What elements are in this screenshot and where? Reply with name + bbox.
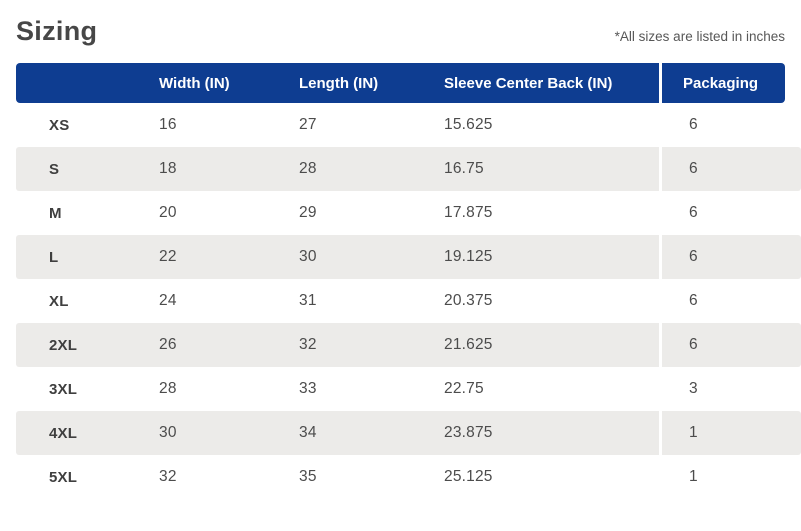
sizing-table: Width (IN) Length (IN) Sleeve Center Bac… <box>16 63 801 499</box>
header-length: Length (IN) <box>283 63 427 103</box>
packaging-cell: 6 <box>662 147 801 191</box>
table-row-l: L 22 30 19.125 6 <box>16 235 801 279</box>
column-divider <box>659 63 662 103</box>
table-row-5xl: 5XL 32 35 25.125 1 <box>16 455 801 499</box>
sleeve-cell: 21.625 <box>427 323 659 367</box>
sleeve-cell: 23.875 <box>427 411 659 455</box>
sleeve-cell: 19.125 <box>427 235 659 279</box>
header-size <box>16 63 143 103</box>
size-cell: 4XL <box>16 411 143 455</box>
column-divider <box>659 367 662 411</box>
packaging-cell: 6 <box>662 191 801 235</box>
packaging-cell: 6 <box>662 235 801 279</box>
length-cell: 34 <box>283 411 427 455</box>
table-row-s: S 18 28 16.75 6 <box>16 147 801 191</box>
size-cell: 3XL <box>16 367 143 411</box>
width-cell: 18 <box>143 147 283 191</box>
length-cell: 33 <box>283 367 427 411</box>
sleeve-cell: 15.625 <box>427 103 659 147</box>
sleeve-cell: 16.75 <box>427 147 659 191</box>
table-header-row: Width (IN) Length (IN) Sleeve Center Bac… <box>16 63 785 103</box>
column-divider <box>659 323 662 367</box>
header-packaging: Packaging <box>662 63 785 103</box>
sleeve-cell: 20.375 <box>427 279 659 323</box>
table-row-xl: XL 24 31 20.375 6 <box>16 279 801 323</box>
table-row-3xl: 3XL 28 33 22.75 3 <box>16 367 801 411</box>
width-cell: 26 <box>143 323 283 367</box>
length-cell: 29 <box>283 191 427 235</box>
sleeve-cell: 22.75 <box>427 367 659 411</box>
size-cell: 5XL <box>16 455 143 499</box>
header-width: Width (IN) <box>143 63 283 103</box>
size-cell: M <box>16 191 143 235</box>
column-divider <box>659 235 662 279</box>
packaging-cell: 3 <box>662 367 801 411</box>
column-divider <box>659 411 662 455</box>
width-cell: 24 <box>143 279 283 323</box>
size-cell: 2XL <box>16 323 143 367</box>
sleeve-cell: 25.125 <box>427 455 659 499</box>
size-cell: XL <box>16 279 143 323</box>
size-cell: L <box>16 235 143 279</box>
sleeve-cell: 17.875 <box>427 191 659 235</box>
column-divider <box>659 147 662 191</box>
page-title: Sizing <box>16 16 98 46</box>
packaging-cell: 6 <box>662 103 801 147</box>
table-row-2xl: 2XL 26 32 21.625 6 <box>16 323 801 367</box>
packaging-cell: 1 <box>662 411 801 455</box>
table-row-4xl: 4XL 30 34 23.875 1 <box>16 411 801 455</box>
length-cell: 31 <box>283 279 427 323</box>
length-cell: 27 <box>283 103 427 147</box>
sizes-footnote: *All sizes are listed in inches <box>614 29 785 44</box>
column-divider <box>659 455 662 499</box>
length-cell: 35 <box>283 455 427 499</box>
width-cell: 28 <box>143 367 283 411</box>
packaging-cell: 6 <box>662 279 801 323</box>
packaging-cell: 6 <box>662 323 801 367</box>
length-cell: 32 <box>283 323 427 367</box>
table-row-xs: XS 16 27 15.625 6 <box>16 103 801 147</box>
length-cell: 28 <box>283 147 427 191</box>
size-cell: S <box>16 147 143 191</box>
page-header: Sizing *All sizes are listed in inches <box>16 0 785 47</box>
column-divider <box>659 191 662 235</box>
packaging-cell: 1 <box>662 455 801 499</box>
column-divider <box>659 103 662 147</box>
size-cell: XS <box>16 103 143 147</box>
table-row-m: M 20 29 17.875 6 <box>16 191 801 235</box>
width-cell: 22 <box>143 235 283 279</box>
width-cell: 32 <box>143 455 283 499</box>
column-divider <box>659 279 662 323</box>
width-cell: 16 <box>143 103 283 147</box>
header-sleeve-center-back: Sleeve Center Back (IN) <box>427 63 659 103</box>
length-cell: 30 <box>283 235 427 279</box>
width-cell: 20 <box>143 191 283 235</box>
width-cell: 30 <box>143 411 283 455</box>
